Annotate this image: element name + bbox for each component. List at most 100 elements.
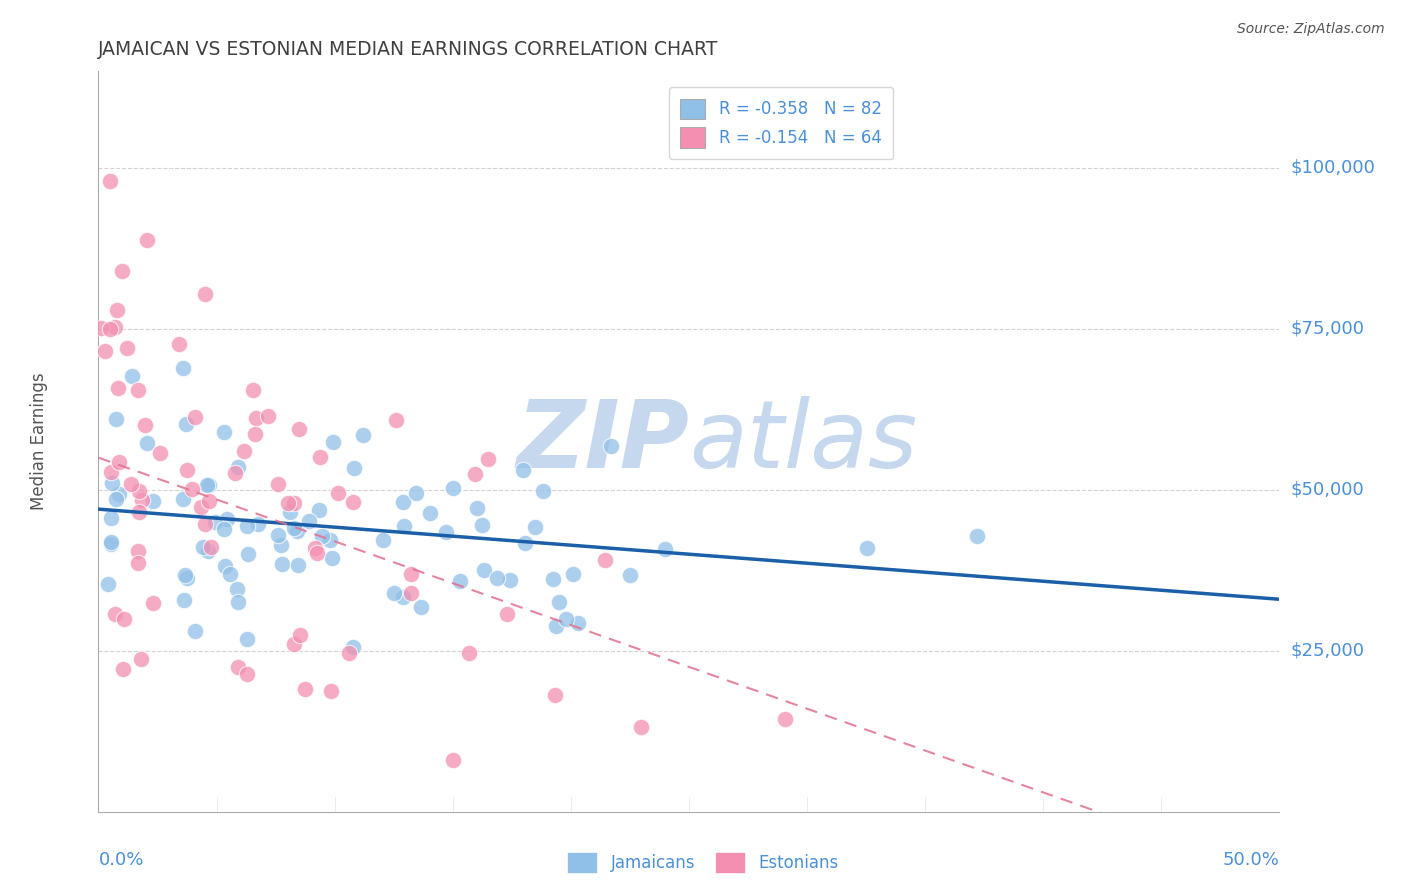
Point: [172, 491, 194, 506]
Point: [441, 753, 464, 767]
Point: [181, 482, 204, 496]
Point: [441, 481, 464, 495]
Point: [371, 533, 394, 547]
Point: [173, 593, 195, 607]
Point: [242, 383, 264, 397]
Point: [290, 628, 312, 642]
Point: [382, 586, 405, 600]
Point: [245, 427, 267, 442]
Text: 50.0%: 50.0%: [1223, 851, 1279, 869]
Point: [190, 500, 212, 514]
Point: [98, 322, 121, 336]
Point: [226, 459, 249, 474]
Point: [270, 538, 292, 552]
Point: [90, 321, 112, 335]
Text: $25,000: $25,000: [1291, 641, 1365, 660]
Point: [283, 521, 305, 535]
Point: [108, 455, 131, 469]
Point: [513, 535, 536, 549]
Point: [630, 720, 652, 734]
Point: [127, 384, 149, 398]
Point: [326, 486, 349, 500]
Point: [236, 518, 259, 533]
Point: [174, 568, 197, 582]
Point: [121, 368, 143, 383]
Point: [499, 573, 522, 587]
Point: [309, 450, 332, 465]
Point: [270, 557, 292, 571]
Point: [194, 287, 217, 301]
Point: [236, 667, 259, 681]
Text: $100,000: $100,000: [1291, 159, 1375, 177]
Point: [197, 543, 219, 558]
Point: [212, 425, 235, 440]
Point: [104, 412, 127, 426]
Point: [411, 599, 433, 614]
Point: [294, 681, 316, 696]
Point: [477, 452, 499, 467]
Point: [546, 619, 568, 633]
Point: [212, 522, 235, 536]
Point: [486, 570, 509, 584]
Point: [257, 409, 280, 424]
Point: [98, 174, 121, 188]
Point: [142, 596, 165, 610]
Point: [352, 427, 374, 442]
Point: [343, 461, 366, 475]
Point: [524, 519, 547, 533]
Point: [471, 518, 494, 533]
Point: [464, 467, 486, 481]
Point: [342, 640, 364, 654]
Point: [100, 534, 122, 549]
Point: [226, 595, 249, 609]
Point: [136, 233, 159, 247]
Text: 0.0%: 0.0%: [98, 851, 143, 869]
Point: [128, 483, 150, 498]
Point: [100, 465, 122, 479]
Point: [115, 341, 138, 355]
Point: [100, 510, 122, 524]
Point: [149, 446, 172, 460]
Text: Source: ZipAtlas.com: Source: ZipAtlas.com: [1237, 22, 1385, 37]
Point: [94, 343, 117, 358]
Point: [654, 541, 676, 556]
Point: [450, 574, 472, 589]
Point: [496, 607, 519, 622]
Point: [391, 590, 413, 604]
Point: [112, 611, 135, 625]
Point: [283, 637, 305, 651]
Point: [127, 544, 149, 558]
Point: [194, 517, 217, 532]
Point: [298, 515, 321, 529]
Point: [541, 572, 564, 586]
Point: [218, 566, 240, 581]
Point: [184, 624, 207, 638]
Point: [197, 477, 219, 491]
Point: [172, 361, 194, 376]
Point: [966, 529, 988, 543]
Point: [204, 515, 226, 529]
Point: [225, 582, 247, 596]
Point: [195, 478, 218, 492]
Point: [531, 484, 554, 499]
Point: [384, 413, 406, 427]
Point: [134, 417, 156, 432]
Point: [394, 519, 416, 533]
Point: [548, 595, 571, 609]
Point: [105, 302, 128, 317]
Point: [342, 495, 364, 509]
Point: [127, 556, 149, 570]
Point: [97, 577, 120, 591]
Point: [176, 570, 198, 584]
Point: [593, 553, 616, 567]
Point: [167, 337, 190, 351]
Point: [141, 494, 163, 508]
Point: [391, 494, 413, 508]
Point: [277, 496, 299, 510]
Point: [104, 607, 127, 621]
Point: [176, 463, 198, 477]
Point: [105, 491, 128, 506]
Text: $75,000: $75,000: [1291, 320, 1365, 338]
Point: [405, 486, 427, 500]
Point: [236, 547, 259, 561]
